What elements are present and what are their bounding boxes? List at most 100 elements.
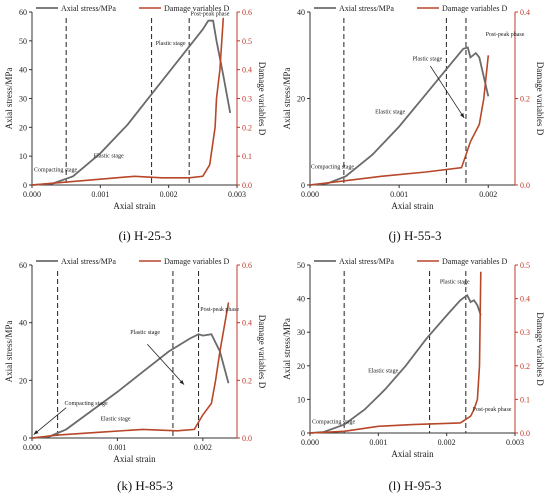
y2-tick-label: 0.4 <box>242 66 252 75</box>
y-tick-label: 20 <box>19 123 27 132</box>
chart-panel-1: 0.000 0.001 0.002 0.003 0 10 20 30 40 50 60 0.0 0.1 0… <box>4 4 267 243</box>
y2-tick-label: 0.0 <box>520 429 530 438</box>
stage-annotation: Post-peak phase <box>191 11 230 17</box>
y2-axis-label: Damage variables D <box>535 62 545 136</box>
legend-label-stress: Axial stress/MPa <box>339 4 394 13</box>
x-tick-label: 0.000 <box>301 438 319 447</box>
y-tick-label: 40 <box>19 319 27 328</box>
y-axis-label: Axial stress/MPa <box>4 68 14 130</box>
y-tick-label: 20 <box>19 376 27 385</box>
x-tick-label: 0.001 <box>369 438 387 447</box>
y-tick-label: 0 <box>301 429 305 438</box>
y2-tick-label: 0.4 <box>520 8 530 17</box>
annotation-arrow-head <box>179 379 185 385</box>
x-tick-label: 0.000 <box>23 190 41 199</box>
legend-label-damage: Damage variables D <box>442 257 508 266</box>
y2-tick-label: 0.2 <box>242 376 252 385</box>
panel-caption: (i) H-25-3 <box>118 228 171 243</box>
y2-tick-label: 0.0 <box>242 434 252 443</box>
damage-series-line <box>31 302 230 439</box>
damage-series-line <box>31 17 225 186</box>
stage-annotation: Compacting stage <box>312 420 355 426</box>
y-tick-label: 30 <box>297 328 305 337</box>
x-tick-label: 0.000 <box>301 190 319 199</box>
y2-axis-label: Damage variables D <box>257 315 267 389</box>
chart-panel-4: 0.000 0.001 0.002 0.003 0 10 20 30 40 50 0.0 0.1 0.2… <box>282 257 545 493</box>
stage-annotation: Elastic stage <box>100 417 130 423</box>
y-tick-label: 40 <box>297 8 305 17</box>
panel-caption: (l) H-95-3 <box>388 478 441 493</box>
x-tick-label: 0.003 <box>506 438 524 447</box>
y-tick-label: 60 <box>19 8 27 17</box>
y-tick-label: 40 <box>19 66 27 75</box>
y-tick-label: 30 <box>19 95 27 104</box>
legend: Axial stress/MPa Damage variables D <box>314 4 508 13</box>
y2-tick-label: 0.2 <box>520 95 530 104</box>
y-tick-label: 20 <box>297 95 305 104</box>
legend-label-damage: Damage variables D <box>442 4 508 13</box>
y2-tick-label: 0.5 <box>520 261 530 270</box>
x-tick-label: 0.000 <box>23 443 41 452</box>
y-axis-label: Axial stress/MPa <box>282 318 292 380</box>
y-tick-label: 10 <box>297 395 305 404</box>
stress-series-line <box>31 333 230 439</box>
stage-annotation: Post-peak phase <box>486 32 525 38</box>
y-tick-label: 10 <box>19 152 27 161</box>
legend: Axial stress/MPa Damage variables D <box>36 4 230 13</box>
y2-tick-label: 0.0 <box>242 181 252 190</box>
x-tick-label: 0.002 <box>194 443 212 452</box>
y2-tick-label: 0.6 <box>242 261 252 270</box>
x-axis-label: Axial strain <box>113 201 156 211</box>
legend-label-damage: Damage variables D <box>164 4 230 13</box>
chart-panel-2: 0.000 0.001 0.002 0 20 40 0.0 0.2 0.4 Axial strai… <box>282 4 545 243</box>
annotation-arrow-head <box>460 113 465 118</box>
y2-tick-label: 0.3 <box>242 95 252 104</box>
stage-annotation: Plastic stage <box>156 41 186 47</box>
x-tick-label: 0.001 <box>91 190 109 199</box>
y2-tick-label: 0.2 <box>520 362 530 371</box>
damage-series-line <box>309 271 482 434</box>
legend: Axial stress/MPa Damage variables D <box>36 257 230 266</box>
annotation-arrow <box>147 344 185 385</box>
annotation-arrow <box>33 407 67 435</box>
y-axis-label: Axial stress/MPa <box>282 68 292 130</box>
x-axis-label: Axial strain <box>391 449 434 459</box>
y2-tick-label: 0.2 <box>242 123 252 132</box>
stage-annotation: Compacting stage <box>311 165 354 171</box>
y-tick-label: 50 <box>19 37 27 46</box>
stress-series-line <box>309 46 490 186</box>
panel-caption: (j) H-55-3 <box>388 228 441 243</box>
stress-series-line <box>309 293 482 434</box>
legend-label-stress: Axial stress/MPa <box>61 4 116 13</box>
stage-annotation: Elastic stage <box>368 369 398 375</box>
y2-tick-label: 0.4 <box>520 295 530 304</box>
annotation-arrow <box>429 65 465 119</box>
chart-panel-3: 0.000 0.001 0.002 0 20 40 60 0.0 0.2 0.4 0.6 Axial … <box>4 257 267 493</box>
y-tick-label: 0 <box>301 181 305 190</box>
stage-annotation: Compacting stage <box>34 167 77 173</box>
stage-annotation: Compacting stage <box>64 401 107 407</box>
y2-tick-label: 0.1 <box>242 152 252 161</box>
stage-annotation: Elastic stage <box>94 154 124 160</box>
y2-tick-label: 0.5 <box>242 37 252 46</box>
legend-label-stress: Axial stress/MPa <box>339 257 394 266</box>
stress-series-line <box>31 19 232 186</box>
damage-series-line <box>309 55 490 186</box>
y2-tick-label: 0.0 <box>520 181 530 190</box>
legend-label-damage: Damage variables D <box>164 257 230 266</box>
stage-annotation: Plastic stage <box>440 279 470 285</box>
x-tick-label: 0.002 <box>438 438 456 447</box>
legend-label-stress: Axial stress/MPa <box>61 257 116 266</box>
stage-annotation: Post-peak phase <box>473 407 512 413</box>
y-tick-label: 50 <box>297 261 305 270</box>
stage-annotation: Post-peak phase <box>200 307 239 313</box>
y-tick-label: 20 <box>297 362 305 371</box>
x-axis-label: Axial strain <box>113 454 156 464</box>
y-tick-label: 0 <box>23 181 27 190</box>
x-tick-label: 0.002 <box>479 190 497 199</box>
stage-annotation: Plastic stage <box>413 56 443 62</box>
y-tick-label: 0 <box>23 434 27 443</box>
x-tick-label: 0.001 <box>390 190 408 199</box>
y2-tick-label: 0.1 <box>520 395 530 404</box>
